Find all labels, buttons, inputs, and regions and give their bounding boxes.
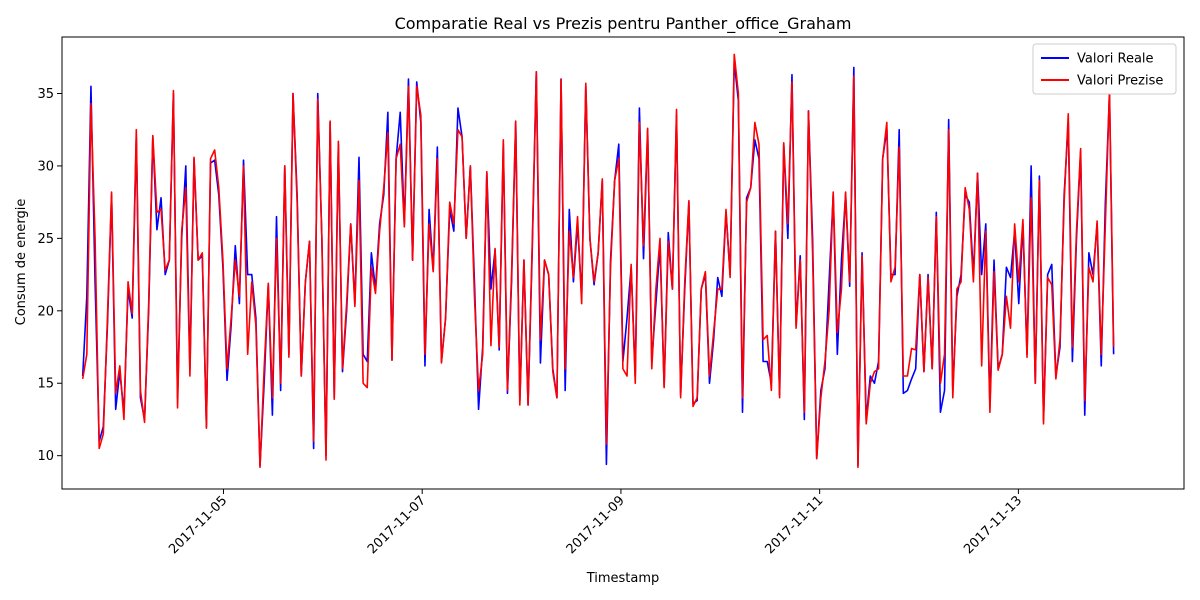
legend-entry: Valori Prezise	[1077, 74, 1163, 89]
plot-area	[81, 53, 1115, 469]
y-axis: 10 15 20 25 30 35	[37, 87, 62, 464]
series-line-predicted	[81, 53, 1115, 469]
y-tick-label: 20	[37, 304, 54, 319]
y-tick-label: 35	[37, 87, 54, 102]
y-tick-label: 10	[37, 449, 54, 464]
legend: Valori Reale Valori Prezise	[1032, 43, 1177, 95]
series-line-real	[81, 60, 1115, 467]
x-tick-label: 2017-11-13	[961, 493, 1025, 557]
x-axis: 2017-11-05 2017-11-07 2017-11-09 2017-11-11…	[166, 489, 1025, 557]
x-tick-label: 2017-11-05	[166, 493, 230, 557]
y-tick-label: 15	[37, 377, 54, 392]
legend-entry: Valori Reale	[1077, 52, 1154, 67]
chart-title: Comparatie Real vs Prezis pentru Panther…	[395, 14, 852, 34]
legend-box	[1032, 43, 1177, 95]
plot-frame	[61, 36, 1185, 490]
y-tick-label: 25	[37, 232, 54, 247]
x-tick-label: 2017-11-11	[762, 493, 826, 557]
x-tick-label: 2017-11-07	[365, 493, 429, 557]
x-tick-label: 2017-11-09	[564, 493, 628, 557]
x-axis-label: Timestamp	[586, 571, 660, 586]
y-axis-label: Consum de energie	[14, 199, 29, 326]
y-tick-label: 30	[37, 159, 54, 174]
